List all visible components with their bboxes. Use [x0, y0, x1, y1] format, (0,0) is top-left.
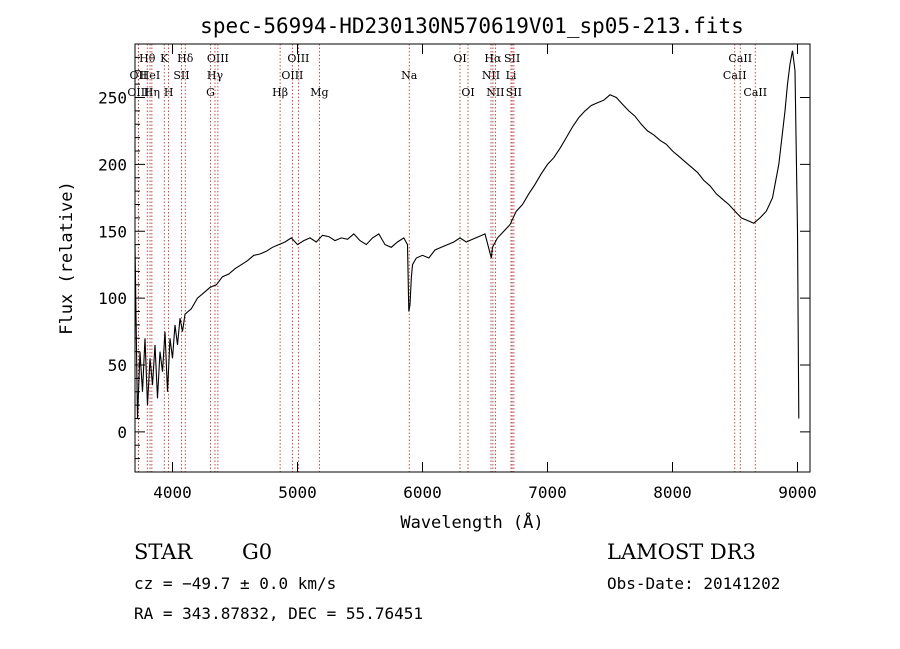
y-tick-label: 150 — [98, 222, 127, 241]
line-marker-label: Mg — [310, 86, 328, 99]
line-marker-label: G — [206, 86, 215, 99]
line-marker-label: Hδ — [177, 52, 194, 65]
plot-frame — [134, 43, 811, 473]
x-tick-label: 5000 — [278, 483, 317, 502]
line-marker-label: SII — [504, 52, 520, 65]
line-marker-label: OIII — [127, 86, 149, 99]
object-subclass: G0 — [242, 540, 273, 564]
line-marker-label: SII — [173, 69, 189, 82]
line-marker-label: HeI — [140, 69, 160, 82]
line-marker-label: Hα — [484, 52, 502, 65]
y-tick-label: 50 — [108, 356, 127, 375]
line-marker-label: Hθ — [139, 52, 156, 65]
x-tick-label: 9000 — [778, 483, 817, 502]
line-marker-label: NII — [486, 86, 504, 99]
line-marker-label: Hβ — [272, 86, 288, 99]
line-marker-label: OI — [453, 52, 466, 65]
redshift-cz: cz = −49.7 ± 0.0 km/s — [134, 574, 337, 593]
chart-title: spec-56994-HD230130N570619V01_sp05-213.f… — [200, 14, 744, 38]
x-tick-label: 8000 — [653, 483, 692, 502]
observation-date: Obs-Date: 20141202 — [607, 574, 781, 593]
y-axis-label: Flux (relative) — [57, 181, 77, 335]
line-marker-label: H — [164, 86, 174, 99]
x-tick-label: 6000 — [403, 483, 442, 502]
y-tick-label: 200 — [98, 155, 127, 174]
coordinates: RA = 343.87832, DEC = 55.76451 — [134, 604, 423, 623]
y-tick-label: 100 — [98, 289, 127, 308]
line-marker-label: OIII — [281, 69, 303, 82]
line-marker-label: Hγ — [207, 69, 224, 82]
y-tick-label: 250 — [98, 89, 127, 108]
x-tick-label: 7000 — [528, 483, 567, 502]
line-marker-label: NII — [482, 69, 500, 82]
line-marker-label: Li — [506, 69, 517, 82]
line-marker-label: SII — [506, 86, 522, 99]
y-axis-ticks: 0 50 100 150 200 250 — [98, 43, 810, 473]
line-marker-label: OI — [461, 86, 474, 99]
line-marker-label: CaII — [743, 86, 767, 99]
line-marker-label: CaII — [728, 52, 752, 65]
line-marker-label: OIII — [207, 52, 229, 65]
line-marker-label: CaII — [723, 69, 747, 82]
x-tick-label: 4000 — [153, 483, 192, 502]
line-marker-label: K — [160, 52, 169, 65]
line-marker-label: OIII — [287, 52, 309, 65]
spectrum-line — [134, 50, 800, 419]
survey-name: LAMOST DR3 — [607, 540, 756, 564]
object-type: STAR — [134, 540, 193, 564]
y-tick-label: 0 — [117, 423, 127, 442]
line-marker-label: Hη — [144, 86, 160, 99]
x-axis-label: Wavelength (Å) — [400, 511, 543, 533]
x-axis-ticks: 4000 5000 6000 7000 8000 9000 — [153, 44, 817, 502]
line-marker-label: Na — [401, 69, 418, 82]
